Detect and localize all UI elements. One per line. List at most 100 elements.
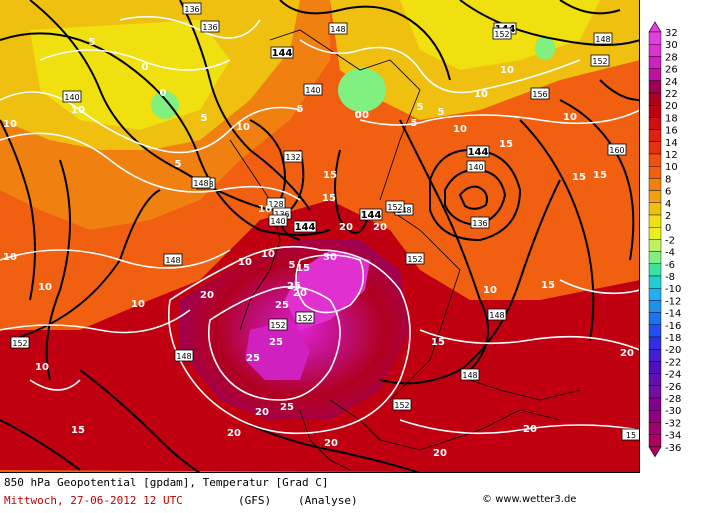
geopotential-label: 148 [595,35,610,44]
temp-field-yellow2 [30,20,230,130]
geopotential-label: 152 [270,321,285,330]
map-title: 850 hPa Geopotential [gpdam], Temperatur… [4,476,329,489]
temperature-label: 15 [296,263,310,274]
legend-label: -16 [665,321,681,332]
temperature-label: 20 [620,348,634,359]
geopotential-label-box [607,143,627,156]
geopotential-label: 152 [407,255,422,264]
legend-label: 4 [665,199,671,210]
geopotential-label: 144 [295,222,316,233]
legend-label: 12 [665,150,678,161]
copyright-link[interactable]: www.wetter3.de [495,494,577,505]
legend-svg: 32302826242220181614121086420-2-4-6-8-10… [648,21,681,458]
legend-swatch [648,104,662,118]
geopotential-label-box [466,145,490,158]
geopotential-label-box [359,208,383,221]
copyright[interactable]: © www.wetter3.de [482,494,577,505]
legend-label: -32 [665,418,681,429]
legend-swatch [648,129,662,143]
geopotential-label-box [191,176,211,189]
geopotential-label: 152 [494,30,509,39]
temperature-label: 5 [438,107,445,118]
geopotential-label: 148 [193,179,208,188]
geopotential-label: 144 [272,48,293,59]
map-date: Mittwoch, 27-06-2012 12 UTC [4,494,183,507]
temp-green-2 [338,68,386,112]
legend-label: 18 [665,113,678,124]
legend-swatch [648,214,662,228]
geopotential-label-box [174,349,194,362]
temperature-label: 10 [474,89,488,100]
temperature-label: 25 [287,281,301,292]
legend-label: -10 [665,284,681,295]
temperature-label: 5 [175,159,182,170]
geopotential-label-box [590,54,610,67]
temperature-label: 20 [324,438,338,449]
temperature-label: 10 [453,124,467,135]
legend-swatch [648,44,662,57]
geopotential-label: 140 [468,163,483,172]
legend-arrow-top [648,21,662,33]
legend-label: 16 [665,126,678,137]
legend-swatch [648,373,662,387]
legend-label: -30 [665,406,681,417]
legend-swatch [648,80,662,94]
geopotential-label: 144 [468,147,489,158]
temperature-isotherms [0,15,639,435]
legend-swatch [648,141,662,155]
legend-swatch [648,422,662,435]
geopotential-label: 160 [609,146,624,155]
geopotential-label-box [621,428,639,441]
legend-swatch [648,324,662,338]
temperature-label: 0 [160,88,167,99]
geopotential-label-box [466,160,486,173]
legend-swatch [648,56,662,69]
temperature-label: 15 [572,172,586,183]
temperature-label: 25 [280,402,294,413]
geopotential-label: 148 [176,352,191,361]
temperature-label: 25 [275,300,289,311]
temperature-label: 5 [297,104,304,115]
geopotential-label-box [470,216,490,229]
legend-label: -8 [665,272,675,283]
geopotential-label-box [593,32,613,45]
legend-swatch [648,263,662,277]
temperature-label: 10 [131,299,145,310]
temperature-label: 10 [483,285,497,296]
geopotential-label: 152 [387,203,402,212]
temperature-label: 15 [541,280,555,291]
legend-label: -28 [665,394,681,405]
geopotential-label: 132 [285,153,300,162]
legend-swatch [648,434,662,448]
geopotential-label-box [328,22,348,35]
temperature-label: 00 [355,110,369,121]
legend-label: 22 [665,89,678,100]
temperature-label: 5 [89,37,96,48]
temp-green-3 [535,36,555,60]
temperature-label: 15 [322,193,336,204]
geopotential-label-box [295,311,315,324]
temperature-label: 10 [71,105,85,116]
geopotential-labels: 1361361441441401401481481321281361401441… [10,2,639,441]
legend-label: 30 [665,40,678,51]
temperature-label: 30 [323,252,337,263]
weather-map: 1361361441441401401481481321281361401441… [0,0,640,473]
geopotential-label: 144 [361,210,382,221]
legend-label: 32 [665,28,678,39]
model-name: (GFS) [238,494,272,507]
legend-swatch [648,349,662,362]
temp-green-1 [151,91,179,119]
legend-swatch [648,410,662,423]
temperature-label: 20 [523,424,537,435]
legend-swatch [648,153,662,167]
geopotential-label-box [530,87,550,100]
geopotential-label-box [163,253,183,266]
temp-field-magenta [285,250,370,330]
legend-swatch [648,202,662,216]
legend-swatch [648,397,662,411]
geopotential-label-box [270,46,294,59]
legend-swatch [648,92,662,106]
legend-swatch [648,251,662,265]
legend-label: 8 [665,174,671,185]
color-legend: 32 30 28 26 24 22 20 18 16 14 12 10 8 6 4 2 0 -2 -4 -6 -8 -10… [641,0,704,473]
